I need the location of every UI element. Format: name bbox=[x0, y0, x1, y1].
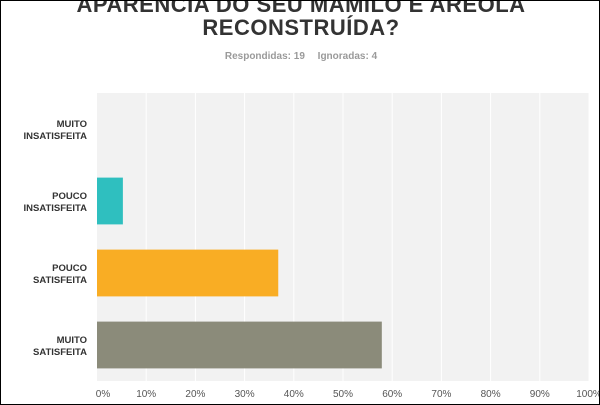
x-tick-label: 60% bbox=[382, 389, 402, 400]
bar-1 bbox=[97, 177, 123, 225]
answered-count: Respondidas: 19 bbox=[224, 51, 305, 62]
x-tick-label: 70% bbox=[431, 389, 451, 400]
x-tick-label: 90% bbox=[530, 389, 550, 400]
category-label-line: INSATISFEITA bbox=[23, 131, 87, 142]
x-tick-label: 0% bbox=[96, 389, 111, 400]
response-summary: Respondidas: 19 Ignoradas: 4 bbox=[1, 51, 599, 62]
category-label-line: MUITO bbox=[57, 119, 87, 130]
category-label-line: POUCO bbox=[52, 263, 87, 274]
skipped-count: Ignoradas: 4 bbox=[317, 51, 378, 62]
category-label: POUCO INSATISFEITA bbox=[23, 191, 87, 214]
bar-2 bbox=[97, 249, 279, 297]
bar-3 bbox=[97, 321, 382, 369]
category-label-line: POUCO bbox=[52, 191, 87, 202]
x-tick-label: 40% bbox=[284, 389, 304, 400]
category-label-line: INSATISFEITA bbox=[23, 203, 87, 214]
chart-title-line-2: RECONSTRUÍDA? bbox=[202, 15, 400, 40]
x-tick-label: 20% bbox=[185, 389, 205, 400]
x-tick-label: 10% bbox=[136, 389, 156, 400]
x-tick-label: 50% bbox=[333, 389, 353, 400]
category-label: MUITO SATISFEITA bbox=[33, 335, 87, 358]
category-label-line: MUITO bbox=[57, 335, 87, 346]
category-label: POUCO SATISFEITA bbox=[33, 263, 87, 286]
x-tick-label: 30% bbox=[235, 389, 255, 400]
category-label: MUITO INSATISFEITA bbox=[23, 119, 87, 142]
chart-title-line-1: APARÊNCIA DO SEU MAMILO E ARÉOLA bbox=[76, 0, 526, 17]
category-label-line: SATISFEITA bbox=[33, 275, 87, 286]
x-tick-label: 80% bbox=[481, 389, 501, 400]
x-tick-label: 100% bbox=[576, 389, 600, 400]
category-label-line: SATISFEITA bbox=[33, 347, 87, 358]
